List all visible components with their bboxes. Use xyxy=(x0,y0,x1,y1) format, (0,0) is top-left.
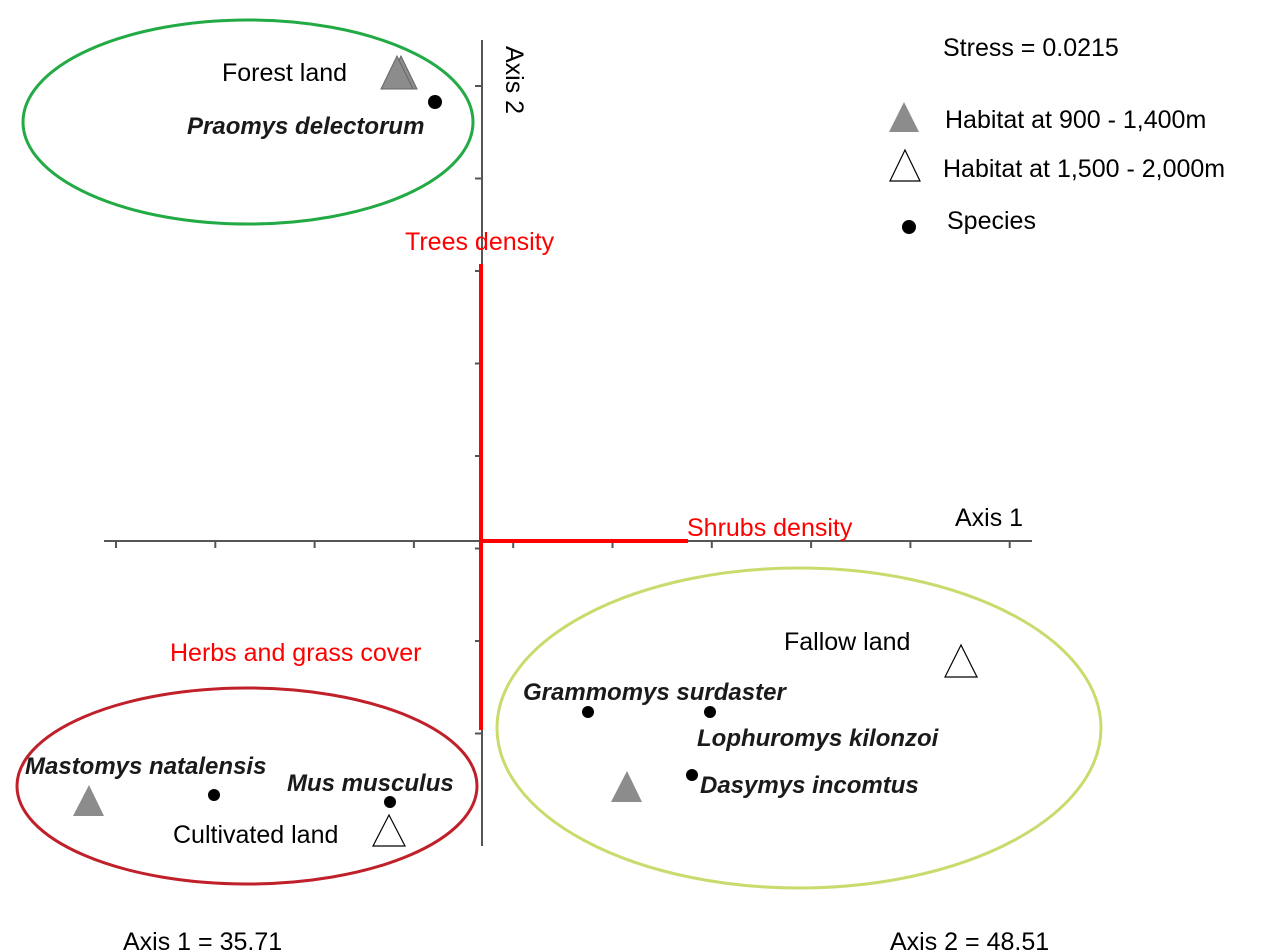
forest-land-group-ellipse xyxy=(21,18,475,226)
legend-filled-triangle-marker xyxy=(889,102,919,132)
mastomys-natalensis-point xyxy=(208,789,220,801)
cultivated-land-label: Cultivated land xyxy=(173,821,338,849)
mus-musculus-label: Mus musculus xyxy=(287,770,454,797)
mastomys-natalensis-label: Mastomys natalensis xyxy=(25,753,266,780)
grammomys-surdaster-point xyxy=(582,706,594,718)
axis-1-variance-label: Axis 1 = 35.71 xyxy=(123,928,282,952)
dasymys-incomtus-point xyxy=(686,769,698,781)
fallow-land-label: Fallow land xyxy=(784,628,910,656)
lophuromys-kilonzoi-point xyxy=(704,706,716,718)
legend-species-dot-marker xyxy=(902,220,916,234)
stress-label: Stress = 0.0215 xyxy=(943,34,1119,62)
mus-musculus-point xyxy=(384,796,396,808)
x-axis-name: Axis 1 xyxy=(955,504,1023,532)
praomys-delectorum-point xyxy=(428,95,442,109)
legend-label-species: Species xyxy=(947,207,1036,235)
dasymys-incomtus-label: Dasymys incomtus xyxy=(700,772,919,799)
axis-2-variance-label: Axis 2 = 48.51 xyxy=(890,928,1049,952)
legend-open-triangle-marker xyxy=(889,148,921,182)
cultivated-land-group-ellipse xyxy=(15,686,479,886)
fallow-land-group-ellipse xyxy=(495,566,1103,890)
shrubs-density-label: Shrubs density xyxy=(687,514,853,542)
grammomys-surdaster-label: Grammomys surdaster xyxy=(523,679,787,706)
fallow-land-habitat-marker-filled xyxy=(611,771,642,802)
legend-label-1500-2000: Habitat at 1,500 - 2,000m xyxy=(943,155,1225,183)
fallow-land-habitat-marker-open xyxy=(944,643,978,678)
forest-land-habitat-marker-2 xyxy=(380,54,414,90)
forest-land-label: Forest land xyxy=(222,59,347,87)
lophuromys-kilonzoi-label: Lophuromys kilonzoi xyxy=(697,725,940,752)
cultivated-land-habitat-marker-open xyxy=(372,813,406,847)
praomys-delectorum-label: Praomys delectorum xyxy=(187,113,424,140)
legend-label-900-1400: Habitat at 900 - 1,400m xyxy=(945,106,1206,134)
herbs-grass-cover-label: Herbs and grass cover xyxy=(170,639,422,667)
trees-density-label: Trees density xyxy=(405,228,555,256)
y-axis-name: Axis 2 xyxy=(500,46,528,114)
cultivated-land-habitat-marker-filled xyxy=(73,785,104,816)
